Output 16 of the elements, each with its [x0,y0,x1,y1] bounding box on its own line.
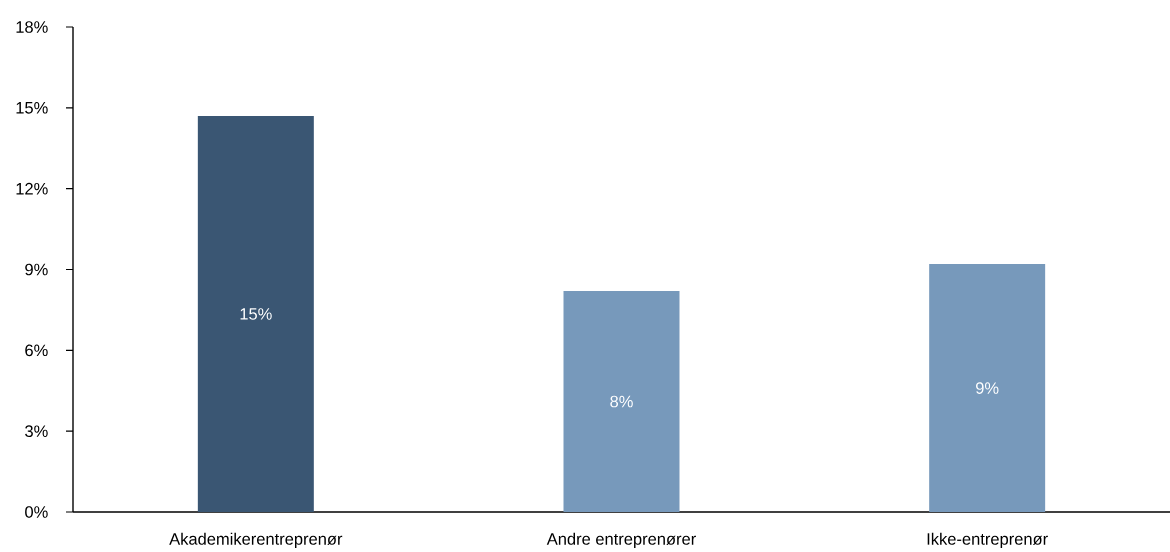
data-label: 15% [240,308,272,320]
y-tick-label: 15% [16,102,48,114]
data-label: 8% [610,395,633,408]
y-tick-label: 18% [16,21,48,33]
x-tick-label: Ikke-entreprenør [927,532,1048,549]
y-tick-label: 0% [25,506,48,518]
bar [197,115,314,512]
y-tick-label: 9% [25,263,48,276]
bar [563,291,680,512]
y-tick-label: 3% [25,425,48,437]
bar [929,264,1046,512]
data-label: 9% [976,382,999,394]
y-tick-label: 12% [16,182,48,195]
y-tick-label: 6% [25,344,48,357]
x-tick-label: Akademikerentreprenør [169,532,343,549]
x-tick-label: Andre entreprenører [546,532,696,549]
